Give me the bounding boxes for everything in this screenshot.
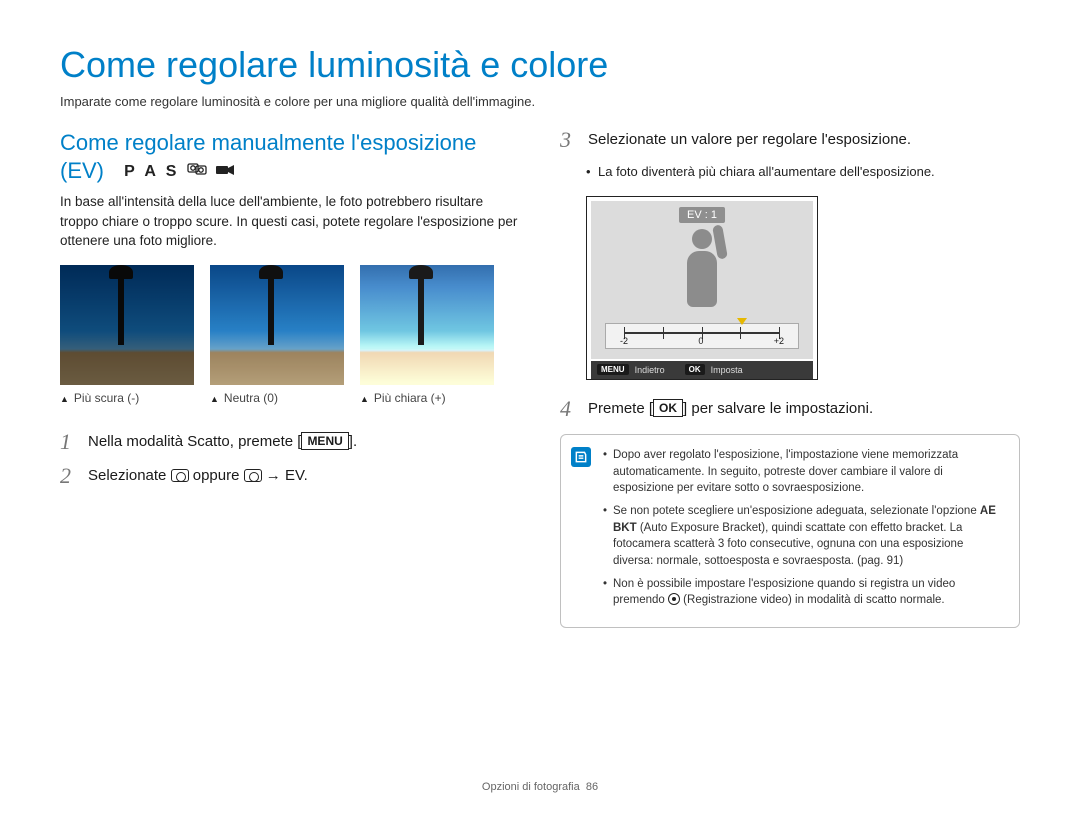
step-number: 3: [560, 129, 578, 151]
example-caption: Neutra (0): [210, 391, 344, 405]
example-bright: Più chiara (+): [360, 265, 494, 405]
scale-mid: 0: [698, 336, 703, 346]
section-heading-line1: Come regolare manualmente l'esposizione: [60, 130, 476, 155]
dual-camera-icon: [187, 162, 207, 182]
mode-letters: P A S: [124, 162, 179, 182]
example-bright-image: [360, 265, 494, 385]
camera-icon: [171, 469, 189, 482]
note-item: Non è possibile impostare l'esposizione …: [603, 576, 1005, 609]
note-icon: [571, 447, 591, 467]
note-item: Se non potete scegliere un'esposizione a…: [603, 503, 1005, 570]
menu-button-label: MENU: [301, 432, 348, 450]
lcd-ok-tag: OK: [685, 364, 705, 375]
step-1: 1 Nella modalità Scatto, premete [MENU].: [60, 431, 520, 453]
lcd-preview: EV : 1 -2 0 +2: [586, 196, 818, 380]
step-2: 2 Selezionate oppure → EV.: [60, 465, 520, 487]
step-text: Nella modalità Scatto, premete [: [88, 433, 301, 450]
step-text: oppure: [189, 467, 244, 484]
camera-icon: [244, 469, 262, 482]
page-footer: Opzioni di fotografia 86: [0, 781, 1080, 793]
right-column: 3 Selezionate un valore per regolare l'e…: [560, 129, 1020, 628]
example-dark: Più scura (-): [60, 265, 194, 405]
note-text: Se non potete scegliere un'esposizione a…: [613, 505, 980, 517]
scale-max: +2: [774, 336, 784, 346]
step-text: → EV.: [266, 467, 308, 484]
lcd-menu-label: Indietro: [635, 365, 665, 375]
note-text: (Registrazione video) in modalità di sca…: [680, 594, 945, 606]
section-body: In base all'intensità della luce dell'am…: [60, 192, 520, 251]
step-text: Selezionate: [88, 467, 171, 484]
video-mode-icon: [215, 160, 235, 183]
ok-button-label: OK: [653, 399, 683, 417]
example-images-row: Più scura (-) Neutra (0) Più chiara (+): [60, 265, 520, 405]
subject-silhouette-icon: [672, 229, 732, 321]
section-heading-line2: (EV): [60, 158, 104, 183]
example-caption: Più scura (-): [60, 391, 194, 405]
info-note-box: Dopo aver regolato l'esposizione, l'impo…: [560, 434, 1020, 628]
footer-page-number: 86: [586, 781, 598, 793]
step-4: 4 Premete [OK] per salvare le impostazio…: [560, 398, 1020, 420]
step-text: ].: [349, 433, 357, 450]
example-caption: Più chiara (+): [360, 391, 494, 405]
example-dark-image: [60, 265, 194, 385]
scale-min: -2: [620, 336, 628, 346]
step-3: 3 Selezionate un valore per regolare l'e…: [560, 129, 1020, 151]
page-title: Come regolare luminosità e colore: [60, 44, 1020, 86]
ev-pointer-icon: [737, 318, 747, 325]
lcd-ok-label: Imposta: [711, 365, 743, 375]
step-number: 4: [560, 398, 578, 420]
example-neutral: Neutra (0): [210, 265, 344, 405]
step-number: 1: [60, 431, 78, 453]
section-heading: Come regolare manualmente l'esposizione …: [60, 129, 520, 184]
ev-scale: -2 0 +2: [605, 323, 799, 349]
footer-section: Opzioni di fotografia: [482, 781, 580, 793]
left-column: Come regolare manualmente l'esposizione …: [60, 129, 520, 628]
step-text: Premete [: [588, 400, 653, 417]
note-text: (Auto Exposure Bracket), quindi scattate…: [613, 522, 963, 567]
record-icon: [668, 593, 680, 605]
example-neutral-image: [210, 265, 344, 385]
step-text: ] per salvare le impostazioni.: [683, 400, 873, 417]
intro-text: Imparate come regolare luminosità e colo…: [60, 94, 1020, 109]
ev-value-label: EV : 1: [679, 207, 725, 223]
step-3-bullet: La foto diventerà più chiara all'aumenta…: [586, 163, 1020, 182]
step-text: Selezionate un valore per regolare l'esp…: [588, 129, 911, 150]
note-item: Dopo aver regolato l'esposizione, l'impo…: [603, 447, 1005, 497]
step-number: 2: [60, 465, 78, 487]
lcd-menu-tag: MENU: [597, 364, 629, 375]
